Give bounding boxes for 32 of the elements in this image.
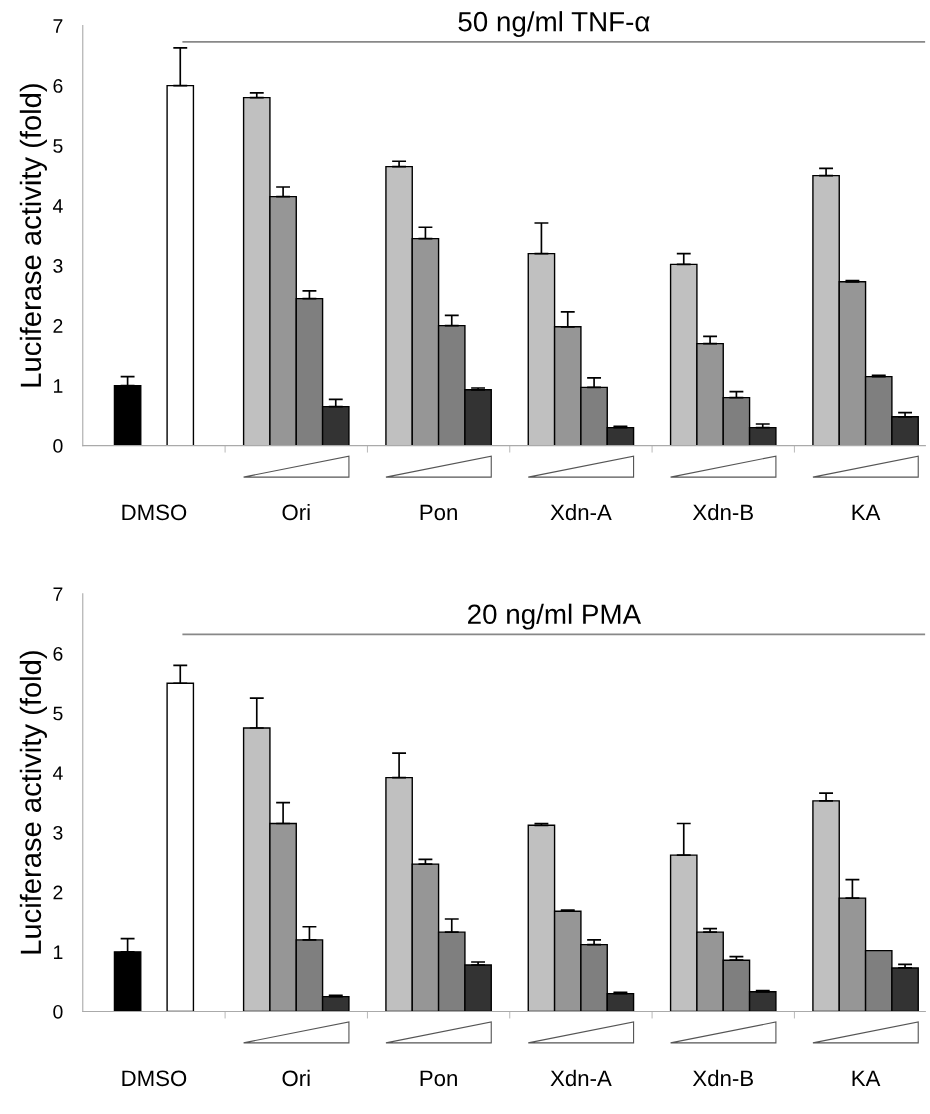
- y-tick-label: 1: [54, 379, 63, 393]
- x-tick-label: Xdn-A: [550, 503, 612, 521]
- x-tick-label: DMSO: [122, 504, 187, 521]
- y-tick-label: 4: [52, 766, 63, 780]
- y-tick-label: 2: [53, 885, 63, 900]
- y-axis-title: Luciferase activity (fold): [19, 84, 47, 387]
- y-tick-label: 7: [53, 19, 63, 33]
- x-tick-label: Xdn-B: [692, 1069, 753, 1087]
- y-tick-label: 3: [53, 259, 63, 273]
- ref-line-label: 50 ng/ml TNF-α: [458, 11, 650, 38]
- y-tick-label: 4: [52, 199, 63, 213]
- y-tick-label: 1: [54, 945, 63, 959]
- x-tick-label: Ori: [282, 1069, 310, 1087]
- y-tick-label: 5: [53, 139, 63, 153]
- y-tick-label: 0: [53, 439, 63, 453]
- x-tick-label: Pon: [420, 504, 457, 521]
- x-tick-label: Pon: [420, 1070, 457, 1087]
- y-tick-label: 0: [53, 1004, 63, 1019]
- y-tick-label: 7: [53, 587, 63, 601]
- y-tick-label: 2: [53, 319, 63, 333]
- ref-line-label: 20 ng/ml PMA: [468, 603, 642, 630]
- x-tick-label: Xdn-A: [550, 1069, 612, 1087]
- x-tick-label: Xdn-B: [692, 503, 753, 521]
- x-tick-label: Ori: [282, 503, 310, 521]
- x-tick-label: KA: [852, 1070, 881, 1086]
- y-axis-title: Luciferase activity (fold): [19, 651, 47, 954]
- y-tick-label: 5: [53, 706, 63, 721]
- x-tick-label: DMSO: [122, 1070, 187, 1087]
- y-tick-label: 3: [53, 825, 63, 840]
- x-tick-label: KA: [852, 504, 881, 521]
- y-tick-label: 6: [53, 79, 63, 93]
- y-tick-label: 6: [53, 646, 63, 661]
